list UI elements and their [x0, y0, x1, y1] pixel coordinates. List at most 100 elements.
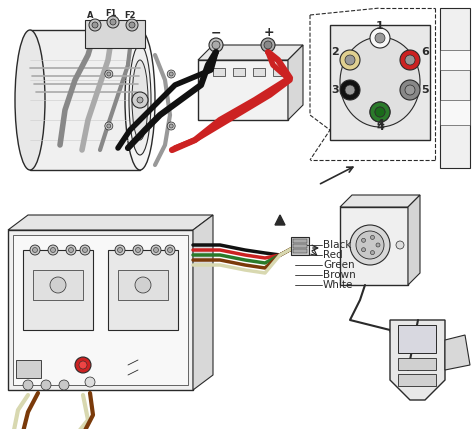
Bar — [398, 325, 436, 353]
Circle shape — [169, 72, 173, 76]
Text: F2: F2 — [124, 12, 136, 21]
Bar — [273, 68, 285, 76]
Circle shape — [209, 38, 223, 52]
Text: −: − — [211, 27, 221, 39]
Circle shape — [396, 241, 404, 249]
Circle shape — [132, 92, 148, 108]
Circle shape — [92, 22, 98, 28]
Text: 5: 5 — [421, 85, 429, 95]
Circle shape — [375, 107, 385, 117]
Text: 6: 6 — [421, 47, 429, 57]
Bar — [85, 20, 145, 48]
Bar — [118, 270, 168, 300]
Circle shape — [375, 107, 385, 117]
Bar — [340, 207, 408, 285]
Ellipse shape — [340, 37, 420, 127]
Text: Brown: Brown — [323, 270, 356, 280]
Circle shape — [82, 248, 88, 253]
Bar — [13, 235, 188, 385]
Polygon shape — [340, 195, 420, 207]
Circle shape — [345, 85, 355, 95]
Polygon shape — [275, 215, 285, 225]
Circle shape — [30, 245, 40, 255]
Circle shape — [69, 248, 73, 253]
Circle shape — [370, 102, 390, 122]
Circle shape — [264, 41, 272, 49]
Circle shape — [405, 55, 415, 65]
Text: Red: Red — [323, 250, 343, 260]
Circle shape — [85, 377, 95, 387]
Circle shape — [107, 72, 111, 76]
Circle shape — [362, 248, 365, 252]
Circle shape — [41, 380, 51, 390]
Bar — [33, 270, 83, 300]
Bar — [16, 360, 41, 378]
Circle shape — [371, 236, 374, 239]
Bar — [8, 230, 193, 390]
Circle shape — [167, 248, 173, 253]
Polygon shape — [193, 215, 213, 390]
Circle shape — [370, 102, 390, 122]
Circle shape — [107, 16, 119, 28]
Text: Black: Black — [323, 240, 351, 250]
Circle shape — [371, 251, 374, 254]
Circle shape — [129, 22, 135, 28]
Circle shape — [33, 248, 37, 253]
Circle shape — [75, 357, 91, 373]
Circle shape — [362, 238, 365, 242]
Bar — [108, 250, 178, 330]
Bar — [253, 68, 265, 76]
Polygon shape — [408, 195, 420, 285]
Bar — [30, 30, 140, 170]
Ellipse shape — [132, 60, 148, 140]
Circle shape — [107, 124, 111, 128]
Bar — [233, 68, 245, 76]
Circle shape — [48, 245, 58, 255]
Circle shape — [105, 122, 113, 130]
Circle shape — [350, 225, 390, 265]
Circle shape — [375, 33, 385, 43]
Circle shape — [80, 245, 90, 255]
Bar — [23, 250, 93, 330]
Circle shape — [345, 55, 355, 65]
Polygon shape — [288, 45, 303, 120]
Circle shape — [400, 50, 420, 70]
Polygon shape — [8, 215, 213, 230]
Circle shape — [126, 19, 138, 31]
Circle shape — [167, 70, 175, 78]
Circle shape — [23, 380, 33, 390]
Text: 4: 4 — [376, 122, 384, 132]
Polygon shape — [445, 335, 470, 370]
Ellipse shape — [129, 45, 151, 155]
Circle shape — [105, 70, 113, 78]
Text: 2: 2 — [331, 47, 339, 57]
Circle shape — [340, 80, 360, 100]
Polygon shape — [390, 320, 445, 400]
Bar — [291, 237, 309, 255]
Circle shape — [136, 248, 140, 253]
Bar — [198, 60, 288, 120]
Circle shape — [51, 248, 55, 253]
Circle shape — [212, 41, 220, 49]
Text: 4: 4 — [376, 119, 384, 129]
Circle shape — [400, 80, 420, 100]
Bar — [213, 68, 225, 76]
Circle shape — [115, 245, 125, 255]
Circle shape — [133, 245, 143, 255]
Ellipse shape — [15, 30, 45, 170]
Circle shape — [89, 19, 101, 31]
Circle shape — [151, 245, 161, 255]
Bar — [440, 50, 470, 70]
Circle shape — [370, 28, 390, 48]
Bar — [293, 249, 307, 253]
Circle shape — [135, 277, 151, 293]
Text: F1: F1 — [105, 9, 117, 18]
Bar — [440, 8, 470, 168]
Circle shape — [154, 248, 158, 253]
Bar — [293, 244, 307, 248]
Text: A: A — [87, 12, 93, 21]
Circle shape — [376, 243, 380, 247]
Bar — [330, 25, 430, 140]
Text: +: + — [264, 27, 274, 39]
Text: White: White — [323, 280, 354, 290]
